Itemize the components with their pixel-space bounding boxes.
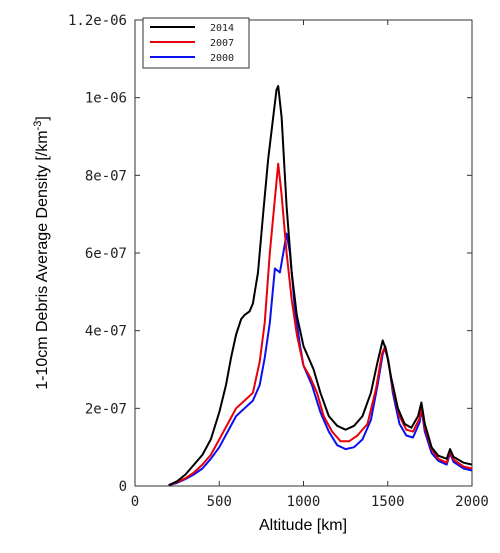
- x-tick-label: 1000: [287, 494, 321, 510]
- x-tick-label: 1500: [371, 494, 405, 510]
- y-tick-label: 2e-07: [85, 401, 127, 417]
- x-tick-label: 2000: [455, 494, 489, 510]
- legend-label-2007: 2007: [210, 38, 234, 49]
- y-tick-label: 1.2e-06: [68, 13, 127, 29]
- y-axis-label-superscript: -3: [32, 121, 44, 131]
- y-tick-label: 4e-07: [85, 324, 127, 340]
- y-axis-label-main: 1-10cm Debris Average Density [/km: [34, 130, 51, 389]
- x-axis-ticks: 0 500 1000 1500 2000: [131, 20, 489, 510]
- y-axis-label: 1-10cm Debris Average Density [/km-3]: [32, 116, 51, 390]
- series-line-2014: [168, 85, 473, 487]
- x-tick-label: 0: [131, 494, 139, 510]
- legend: 2014 2007 2000: [142, 17, 250, 69]
- y-axis-ticks: 0 2e-07 4e-07 6e-07 8e-07 1e-06 1.2e-06: [68, 13, 472, 495]
- x-tick-label: 500: [207, 494, 232, 510]
- x-axis-label: Altitude [km]: [259, 517, 347, 534]
- y-tick-label: 0: [119, 479, 127, 495]
- series-lines: [168, 85, 473, 487]
- y-tick-label: 1e-06: [85, 91, 127, 107]
- legend-label-2000: 2000: [210, 53, 234, 64]
- y-tick-label: 8e-07: [85, 168, 127, 184]
- y-axis-label-end: ]: [34, 116, 51, 120]
- y-tick-label: 6e-07: [85, 246, 127, 262]
- legend-label-2014: 2014: [210, 23, 234, 34]
